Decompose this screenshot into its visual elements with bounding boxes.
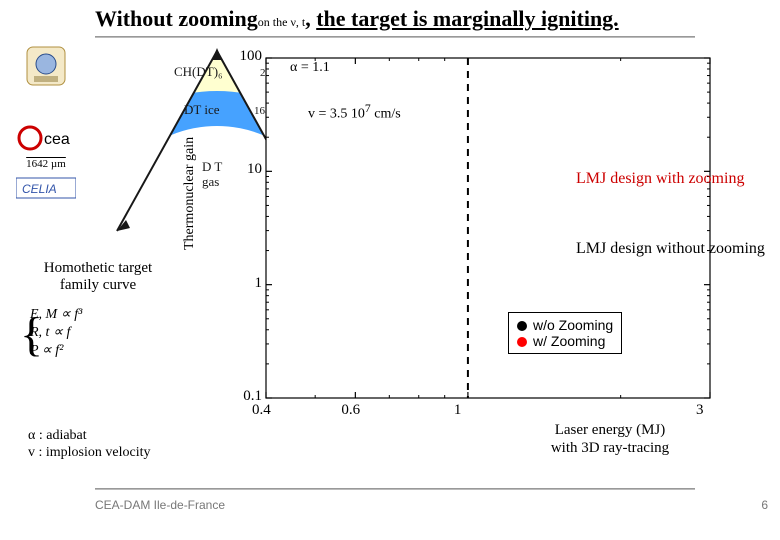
- cea-text: cea: [44, 131, 70, 148]
- x-tick-label: 0.4: [252, 402, 271, 419]
- legend-label-wo: w/o Zooming: [533, 317, 613, 333]
- x-axis-title-2: with 3D ray-tracing: [520, 440, 700, 457]
- note-2: v : implosion velocity: [28, 445, 151, 462]
- y-tick-label: 1: [236, 275, 262, 292]
- note-1: α : adiabat: [28, 428, 151, 445]
- title-a: Without zooming: [95, 6, 258, 31]
- notes: α : adiabat v : implosion velocity: [28, 428, 151, 462]
- title-insert: on the ν, t: [258, 15, 305, 29]
- logo-badge-icon: [26, 46, 66, 86]
- y-axis-title: Thermonuclear gain: [182, 137, 198, 250]
- family-l1: Homothetic target: [44, 260, 152, 276]
- svg-text:CELIA: CELIA: [22, 182, 57, 196]
- svg-text:D T: D T: [202, 159, 222, 174]
- svg-text:CH(DT)₆: CH(DT)₆: [174, 64, 223, 79]
- svg-text:gas: gas: [202, 174, 219, 189]
- family-curve-label: Homothetic target family curve: [28, 260, 168, 294]
- x-axis-title-1: Laser energy (MJ): [520, 422, 700, 439]
- sidebar-dim: 1642 µm: [10, 158, 82, 170]
- y-tick-label: 100: [236, 48, 262, 65]
- lmj-nozoom-annotation: LMJ design without zooming: [576, 240, 766, 258]
- legend-dot-red: [517, 337, 527, 347]
- legend-item-w: w/ Zooming: [517, 333, 613, 349]
- legend: w/o Zooming w/ Zooming: [508, 312, 622, 354]
- x-tick-label: 3: [696, 402, 704, 419]
- alpha-label: α = 1.1: [290, 60, 330, 76]
- cea-logo-icon: cea: [16, 124, 76, 152]
- legend-label-w: w/ Zooming: [533, 333, 605, 349]
- divider-top: [95, 36, 695, 38]
- x-tick-label: 0.6: [341, 402, 360, 419]
- title-b: the target is marginally igniting.: [316, 6, 618, 31]
- lmj-zoom-annotation: LMJ design with zooming: [576, 170, 746, 188]
- footer-text: CEA-DAM Ile-de-France: [95, 498, 225, 512]
- celia-logo-icon: CELIA: [16, 176, 76, 200]
- page-title: Without zoomingon the ν, t, the target i…: [95, 6, 619, 32]
- x-tick-label: 1: [454, 402, 462, 419]
- legend-dot-black: [517, 321, 527, 331]
- velocity-label: v = 3.5 107 cm/s: [308, 102, 401, 123]
- svg-text:DT ice: DT ice: [184, 102, 220, 117]
- legend-item-wo: w/o Zooming: [517, 317, 613, 333]
- divider-bottom: [95, 488, 695, 490]
- brace-icon: {: [20, 304, 43, 366]
- scaling-formulae: { E, M ∝ f³ R, t ∝ f P ∝ f²: [30, 306, 82, 361]
- y-tick-label: 10: [236, 161, 262, 178]
- page-number: 6: [761, 498, 768, 512]
- sidebar: cea 1642 µm CELIA: [10, 42, 82, 204]
- title-comma: ,: [305, 6, 316, 31]
- family-l2: family curve: [60, 277, 136, 293]
- gain-vs-energy-chart: [230, 48, 730, 428]
